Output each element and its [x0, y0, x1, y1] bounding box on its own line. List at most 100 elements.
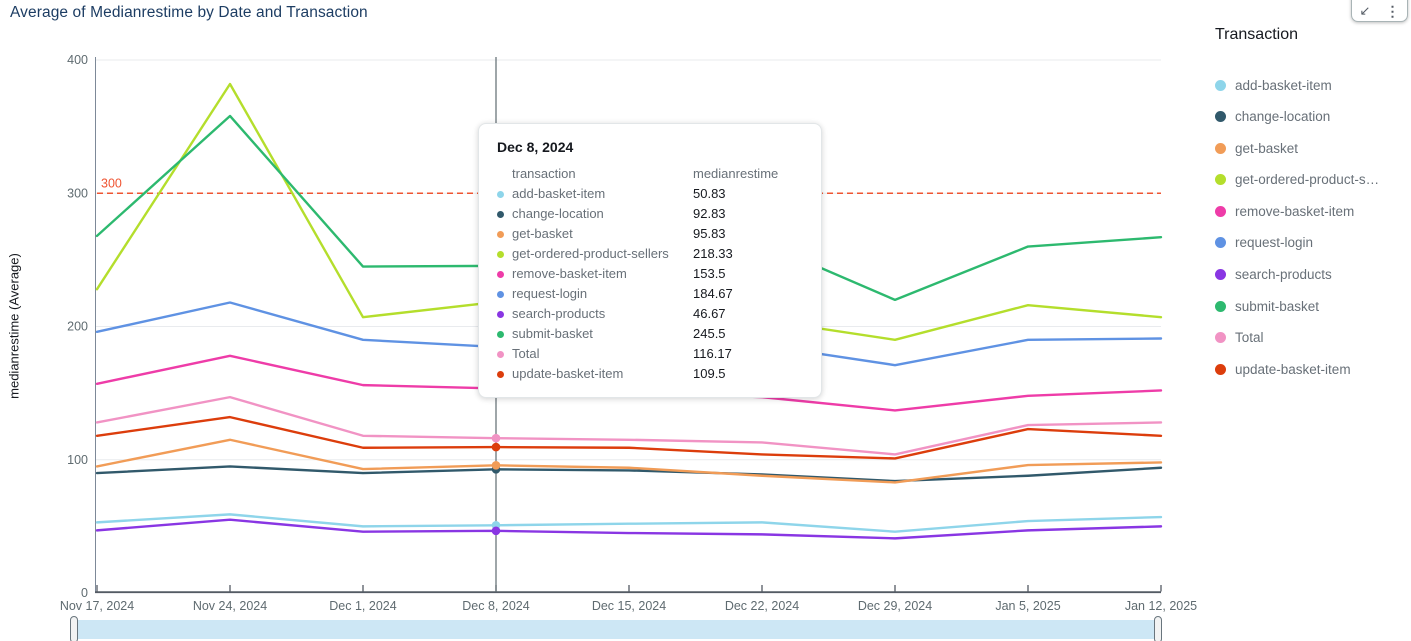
legend-item-update-basket-item[interactable]: update-basket-item	[1215, 361, 1411, 377]
y-axis-label: 300	[67, 186, 88, 200]
tooltip-col-value: medianrestime	[693, 166, 779, 181]
scrollbar-left-handle[interactable]	[70, 616, 78, 641]
legend-title: Transaction	[1215, 26, 1298, 43]
tooltip-row-label: submit-basket	[512, 326, 593, 341]
tooltip-row: search-products 46.67	[493, 304, 803, 324]
series-line-update-basket-item[interactable]	[95, 415, 1163, 460]
x-axis-label: Dec 8, 2024	[462, 599, 529, 613]
legend-item-label: request-login	[1235, 235, 1314, 251]
y-axis-label: 0	[81, 586, 88, 600]
x-axis-label: Dec 1, 2024	[329, 599, 396, 613]
legend-item-get-basket[interactable]: get-basket	[1215, 140, 1411, 156]
series-color-dot	[497, 250, 504, 258]
tooltip-row-value: 184.67	[693, 286, 733, 301]
date-range-scrollbar[interactable]	[70, 616, 1162, 641]
maximize-icon[interactable]: ↙	[1356, 3, 1375, 19]
y-axis-label: 200	[67, 320, 88, 334]
legend-color-dot	[1215, 269, 1226, 281]
tooltip-row: update-basket-item 109.5	[493, 364, 803, 384]
y-axis-title: medianrestime (Average)	[6, 253, 22, 399]
series-color-dot	[497, 210, 504, 218]
tooltip-row: change-location 92.83	[493, 204, 803, 224]
legend-color-dot	[1215, 332, 1226, 344]
tooltip-row-value: 218.33	[693, 246, 733, 261]
tooltip-row-label: request-login	[512, 286, 588, 301]
legend-item-get-ordered-product-s-[interactable]: get-ordered-product-s…	[1215, 172, 1411, 188]
legend-item-search-products[interactable]: search-products	[1215, 267, 1411, 283]
reference-line-label: 300	[101, 176, 122, 190]
tooltip-row-value: 92.83	[693, 206, 726, 221]
legend-color-dot	[1215, 79, 1226, 91]
tooltip-row: remove-basket-item 153.5	[493, 264, 803, 284]
series-color-dot	[497, 230, 504, 238]
legend-item-total[interactable]: Total	[1215, 330, 1411, 346]
datapoint-update-basket-item	[491, 442, 501, 452]
legend-color-dot	[1215, 142, 1226, 154]
x-axis-label: Jan 5, 2025	[995, 599, 1060, 613]
tooltip-row-label: search-products	[512, 306, 606, 321]
tooltip-row: submit-basket 245.5	[493, 324, 803, 344]
legend-item-label: change-location	[1235, 109, 1331, 125]
legend-item-label: update-basket-item	[1235, 361, 1351, 377]
tooltip-row-label: get-basket	[512, 226, 573, 241]
x-axis-label: Dec 22, 2024	[725, 599, 799, 613]
series-line-change-location[interactable]	[95, 465, 1163, 483]
series-color-dot	[497, 190, 504, 198]
tooltip-header: transaction medianrestime	[493, 164, 803, 184]
series-line-add-basket-item[interactable]	[95, 513, 1163, 533]
tooltip-row-label: update-basket-item	[512, 366, 624, 381]
tooltip-date: Dec 8, 2024	[497, 139, 574, 155]
tooltip-row: Total 116.17	[493, 344, 803, 364]
x-axis-label: Nov 24, 2024	[193, 599, 267, 613]
scrollbar-right-handle[interactable]	[1154, 616, 1162, 641]
series-line-get-basket[interactable]	[95, 438, 1163, 484]
series-color-dot	[497, 270, 504, 278]
series-color-dot	[497, 350, 504, 358]
tooltip-row: get-basket 95.83	[493, 224, 803, 244]
tooltip-row-value: 50.83	[693, 186, 726, 201]
series-color-dot	[497, 370, 504, 378]
chart-tooltip: Dec 8, 2024 transaction medianrestime ad…	[478, 123, 822, 398]
legend-color-dot	[1215, 111, 1226, 123]
legend-color-dot	[1215, 237, 1226, 249]
x-axis-label: Jan 12, 2025	[1125, 599, 1197, 613]
x-axis-label: Nov 17, 2024	[60, 599, 134, 613]
tooltip-row-value: 245.5	[693, 326, 726, 341]
tooltip-row-label: get-ordered-product-sellers	[512, 246, 669, 261]
menu-icon[interactable]: ⋮	[1381, 3, 1403, 19]
legend-item-label: Total	[1235, 330, 1264, 346]
y-axis-label: 400	[67, 53, 88, 67]
datapoint-search-products	[491, 526, 501, 536]
legend-item-change-location[interactable]: change-location	[1215, 109, 1411, 125]
tooltip-row-value: 46.67	[693, 306, 726, 321]
visual-toolbar: ↙ ⋮	[1351, 0, 1408, 22]
series-color-dot	[497, 290, 504, 298]
tooltip-row-label: add-basket-item	[512, 186, 606, 201]
legend-item-label: get-basket	[1235, 140, 1299, 156]
tooltip-col-transaction: transaction	[512, 166, 576, 181]
x-axis-label: Dec 15, 2024	[592, 599, 666, 613]
legend-item-label: submit-basket	[1235, 298, 1320, 314]
series-line-search-products[interactable]	[95, 518, 1163, 540]
series-color-dot	[497, 310, 504, 318]
series-color-dot	[497, 330, 504, 338]
tooltip-row: request-login 184.67	[493, 284, 803, 304]
legend-color-dot	[1215, 363, 1226, 375]
legend-item-add-basket-item[interactable]: add-basket-item	[1215, 77, 1411, 93]
y-axis-label: 100	[67, 453, 88, 467]
tooltip-row-value: 153.5	[693, 266, 726, 281]
legend-color-dot	[1215, 174, 1226, 186]
x-axis-label: Dec 29, 2024	[858, 599, 932, 613]
legend-item-label: search-products	[1235, 267, 1332, 283]
legend-color-dot	[1215, 205, 1226, 217]
legend-item-submit-basket[interactable]: submit-basket	[1215, 298, 1411, 314]
tooltip-row-label: Total	[512, 346, 540, 361]
legend-item-label: get-ordered-product-s…	[1235, 172, 1380, 188]
legend-item-remove-basket-item[interactable]: remove-basket-item	[1215, 204, 1411, 219]
series-line-Total[interactable]	[95, 395, 1163, 456]
legend-item-request-login[interactable]: request-login	[1215, 235, 1411, 251]
legend-item-label: add-basket-item	[1235, 77, 1332, 93]
tooltip-row-value: 116.17	[693, 346, 732, 361]
